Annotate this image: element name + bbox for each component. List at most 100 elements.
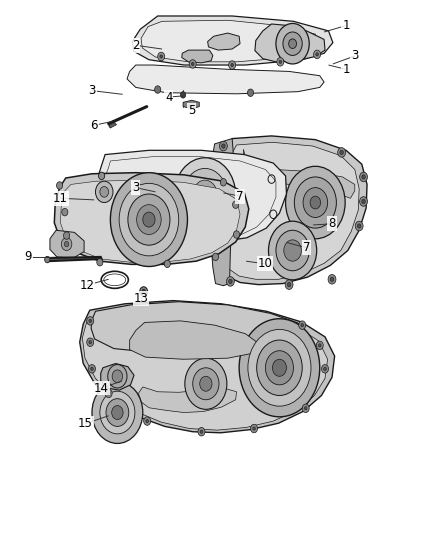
Circle shape bbox=[219, 141, 227, 151]
Text: 14: 14 bbox=[94, 382, 109, 394]
Text: 6: 6 bbox=[90, 119, 98, 132]
Circle shape bbox=[91, 367, 93, 370]
Circle shape bbox=[287, 282, 291, 287]
Circle shape bbox=[112, 406, 123, 419]
Circle shape bbox=[97, 259, 103, 266]
Circle shape bbox=[191, 62, 194, 66]
Polygon shape bbox=[244, 149, 355, 198]
Text: 3: 3 bbox=[132, 181, 139, 194]
Circle shape bbox=[362, 199, 365, 204]
Circle shape bbox=[276, 23, 309, 64]
Polygon shape bbox=[82, 306, 328, 430]
Circle shape bbox=[105, 389, 112, 398]
Circle shape bbox=[160, 55, 162, 58]
Circle shape bbox=[89, 341, 92, 344]
Circle shape bbox=[360, 197, 367, 206]
Polygon shape bbox=[211, 139, 234, 286]
Circle shape bbox=[61, 238, 72, 251]
Text: 2: 2 bbox=[132, 39, 140, 52]
Polygon shape bbox=[218, 142, 359, 279]
Text: 7: 7 bbox=[236, 190, 244, 203]
Circle shape bbox=[229, 61, 236, 69]
Circle shape bbox=[146, 419, 148, 423]
Circle shape bbox=[277, 58, 284, 66]
Circle shape bbox=[87, 317, 94, 325]
Circle shape bbox=[253, 427, 255, 430]
Circle shape bbox=[328, 274, 336, 284]
Circle shape bbox=[321, 365, 328, 373]
Circle shape bbox=[302, 404, 309, 413]
Circle shape bbox=[301, 324, 304, 327]
Circle shape bbox=[143, 212, 155, 227]
Circle shape bbox=[316, 53, 318, 56]
Text: 7: 7 bbox=[303, 241, 311, 254]
Circle shape bbox=[212, 253, 219, 261]
Circle shape bbox=[180, 92, 186, 98]
Circle shape bbox=[106, 399, 129, 426]
Circle shape bbox=[314, 50, 321, 59]
Circle shape bbox=[200, 430, 203, 433]
Circle shape bbox=[289, 39, 297, 49]
Circle shape bbox=[229, 279, 232, 284]
Circle shape bbox=[340, 150, 343, 155]
Circle shape bbox=[222, 144, 225, 148]
Circle shape bbox=[193, 180, 217, 210]
Polygon shape bbox=[212, 136, 367, 285]
Text: 3: 3 bbox=[351, 50, 358, 62]
Circle shape bbox=[247, 89, 254, 96]
Circle shape bbox=[362, 175, 365, 179]
Circle shape bbox=[226, 277, 234, 286]
Circle shape bbox=[158, 52, 165, 61]
Circle shape bbox=[318, 344, 321, 347]
Circle shape bbox=[112, 370, 123, 383]
Polygon shape bbox=[141, 20, 318, 62]
Circle shape bbox=[338, 148, 346, 157]
Text: 8: 8 bbox=[328, 217, 336, 230]
Circle shape bbox=[142, 289, 145, 294]
Circle shape bbox=[251, 424, 258, 433]
Circle shape bbox=[193, 368, 219, 400]
Circle shape bbox=[99, 172, 105, 180]
Circle shape bbox=[64, 232, 70, 239]
Polygon shape bbox=[94, 150, 286, 243]
Circle shape bbox=[183, 168, 227, 222]
Circle shape bbox=[276, 230, 309, 271]
Text: 11: 11 bbox=[53, 192, 68, 205]
Circle shape bbox=[268, 221, 317, 280]
Circle shape bbox=[272, 359, 286, 376]
Circle shape bbox=[286, 166, 345, 239]
Circle shape bbox=[200, 376, 212, 391]
Circle shape bbox=[92, 382, 143, 443]
Circle shape bbox=[198, 427, 205, 436]
Circle shape bbox=[110, 173, 187, 266]
Text: 9: 9 bbox=[25, 251, 32, 263]
Polygon shape bbox=[80, 301, 335, 433]
Circle shape bbox=[330, 277, 334, 281]
Circle shape bbox=[185, 358, 227, 409]
Text: 10: 10 bbox=[258, 257, 272, 270]
Circle shape bbox=[303, 188, 328, 217]
Circle shape bbox=[304, 407, 307, 410]
Circle shape bbox=[316, 341, 323, 350]
Circle shape bbox=[239, 319, 320, 417]
Text: 5: 5 bbox=[188, 104, 195, 117]
Polygon shape bbox=[109, 123, 117, 128]
Circle shape bbox=[233, 231, 240, 238]
Circle shape bbox=[299, 321, 306, 329]
Circle shape bbox=[189, 60, 196, 68]
Circle shape bbox=[140, 287, 148, 296]
Circle shape bbox=[57, 182, 63, 189]
Circle shape bbox=[283, 32, 302, 55]
Circle shape bbox=[144, 417, 151, 425]
Polygon shape bbox=[255, 24, 325, 62]
Text: 1: 1 bbox=[342, 19, 350, 32]
Circle shape bbox=[107, 392, 110, 395]
Circle shape bbox=[45, 256, 50, 263]
Circle shape bbox=[128, 194, 170, 245]
Text: 4: 4 bbox=[165, 91, 173, 103]
Polygon shape bbox=[91, 302, 307, 354]
Circle shape bbox=[265, 351, 293, 385]
Polygon shape bbox=[183, 100, 199, 109]
Polygon shape bbox=[47, 257, 102, 261]
Circle shape bbox=[284, 240, 301, 261]
